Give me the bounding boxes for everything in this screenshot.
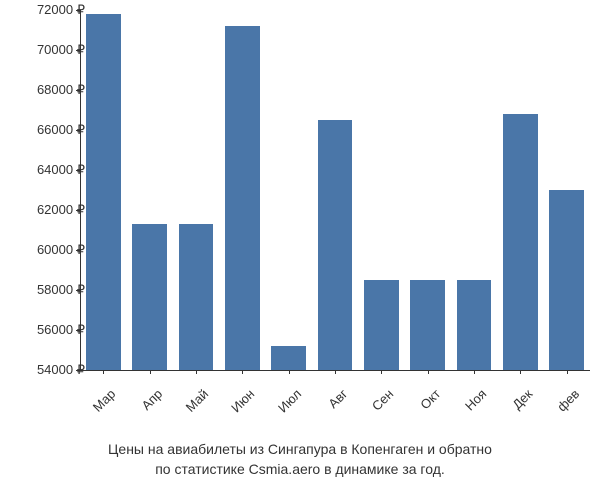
y-tick-mark bbox=[76, 290, 80, 291]
y-tick-mark bbox=[76, 170, 80, 171]
y-tick-mark bbox=[76, 50, 80, 51]
x-tick-label: Сен bbox=[358, 386, 397, 425]
x-tick-label: Апр bbox=[126, 386, 165, 425]
caption-line-1: Цены на авиабилеты из Сингапура в Копенг… bbox=[0, 440, 600, 460]
x-tick-mark bbox=[103, 370, 104, 374]
x-tick-label: Июл bbox=[265, 386, 304, 425]
x-tick-mark bbox=[474, 370, 475, 374]
y-tick-mark bbox=[76, 330, 80, 331]
x-tick-label: фев bbox=[543, 386, 582, 425]
caption-line-2: по статистике Csmia.aero в динамике за г… bbox=[0, 460, 600, 480]
x-tick-mark bbox=[567, 370, 568, 374]
bar bbox=[179, 224, 214, 370]
x-tick-mark bbox=[196, 370, 197, 374]
x-tick-label: Окт bbox=[404, 386, 443, 425]
x-tick-mark bbox=[289, 370, 290, 374]
x-tick-mark bbox=[428, 370, 429, 374]
chart-caption: Цены на авиабилеты из Сингапура в Копенг… bbox=[0, 440, 600, 479]
bar bbox=[271, 346, 306, 370]
x-tick-label: Ноя bbox=[450, 386, 489, 425]
bars-area bbox=[80, 10, 590, 370]
bar bbox=[364, 280, 399, 370]
x-tick-mark bbox=[381, 370, 382, 374]
bar bbox=[549, 190, 584, 370]
x-tick-label: Мар bbox=[80, 386, 119, 425]
bar bbox=[132, 224, 167, 370]
y-tick-mark bbox=[76, 10, 80, 11]
x-tick-mark bbox=[150, 370, 151, 374]
x-tick-label: Авг bbox=[311, 386, 350, 425]
bar bbox=[225, 26, 260, 370]
y-tick-mark bbox=[76, 130, 80, 131]
x-tick-label: Дек bbox=[497, 386, 536, 425]
x-tick-label: Июн bbox=[219, 386, 258, 425]
bar bbox=[457, 280, 492, 370]
y-tick-mark bbox=[76, 250, 80, 251]
bar bbox=[410, 280, 445, 370]
bar bbox=[503, 114, 538, 370]
bar bbox=[318, 120, 353, 370]
y-tick-mark bbox=[76, 90, 80, 91]
x-tick-mark bbox=[242, 370, 243, 374]
x-tick-label: Май bbox=[172, 386, 211, 425]
x-tick-mark bbox=[335, 370, 336, 374]
y-tick-mark bbox=[76, 370, 80, 371]
x-tick-mark bbox=[520, 370, 521, 374]
y-tick-mark bbox=[76, 210, 80, 211]
bar bbox=[86, 14, 121, 370]
